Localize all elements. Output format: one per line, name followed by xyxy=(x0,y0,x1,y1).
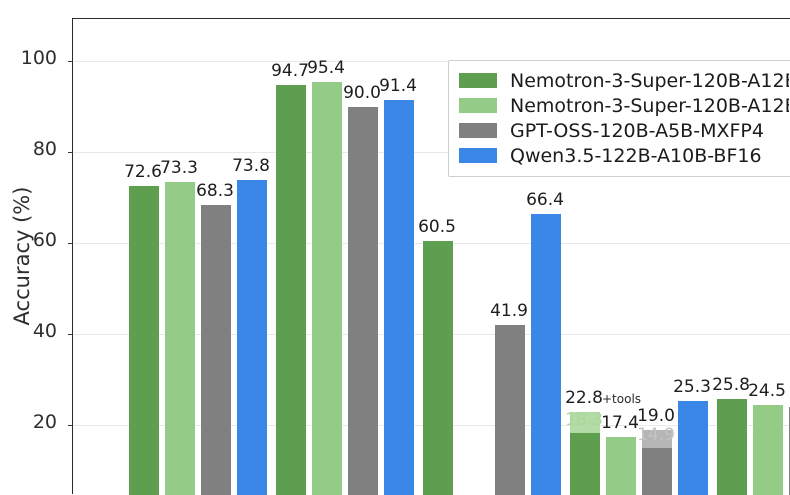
bar xyxy=(201,205,231,495)
bar-value-label: 41.9 xyxy=(480,301,538,321)
bar xyxy=(237,180,267,495)
bar-value-label: 73.3 xyxy=(150,158,208,178)
bar xyxy=(606,437,636,495)
bar xyxy=(423,241,453,495)
legend-item[interactable]: Nemotron-3-Super-120B-A12B-BF16 xyxy=(459,68,789,93)
bar-base-value-label: 14.9 xyxy=(627,425,685,445)
y-tick-mark xyxy=(68,334,73,335)
bar xyxy=(384,100,414,495)
bar xyxy=(165,182,195,495)
y-tick-mark xyxy=(68,61,73,62)
y-tick-label: 100 xyxy=(0,47,57,69)
legend-label: Nemotron-3-Super-120B-A12B-BF16 xyxy=(510,70,789,92)
y-tick-label: 20 xyxy=(0,411,57,433)
y-tick-mark xyxy=(68,243,73,244)
bar xyxy=(717,399,747,495)
bar xyxy=(276,85,306,495)
bar xyxy=(531,214,561,495)
bar xyxy=(753,405,783,495)
bar xyxy=(129,186,159,495)
bar xyxy=(348,107,378,495)
legend-label: Qwen3.5-122B-A10B-BF16 xyxy=(510,145,762,167)
y-axis-title: Accuracy (%) xyxy=(10,187,34,326)
legend-item[interactable]: Qwen3.5-122B-A10B-BF16 xyxy=(459,143,789,168)
y-tick-label: 80 xyxy=(0,138,57,160)
y-tick-mark xyxy=(68,152,73,153)
legend-swatch-icon xyxy=(459,98,497,113)
bar xyxy=(495,325,525,495)
legend-swatch-icon xyxy=(459,73,497,88)
y-tick-mark xyxy=(68,425,73,426)
legend-swatch-icon xyxy=(459,123,497,138)
legend-item[interactable]: GPT-OSS-120B-A5B-MXFP4 xyxy=(459,118,789,143)
bar-value-label: 24. xyxy=(774,383,790,403)
bar-value-label: 25.3 xyxy=(663,377,721,397)
bar-value-label: 68.3 xyxy=(186,181,244,201)
chart-legend: Nemotron-3-Super-120B-A12B-BF16 Nemotron… xyxy=(448,60,790,177)
bar-value-label: 19.0 xyxy=(627,406,685,426)
legend-swatch-icon xyxy=(459,148,497,163)
bar-value-label: 60.5 xyxy=(408,217,466,237)
bar-value-label: 66.4 xyxy=(516,190,574,210)
legend-label: Nemotron-3-Super-120B-A12B-NVFP4 xyxy=(510,95,789,117)
bar-value-label: 73.8 xyxy=(222,156,280,176)
tools-annotation: +tools xyxy=(602,392,662,406)
bar xyxy=(312,82,342,495)
bar-value-label: 95.4 xyxy=(297,58,355,78)
legend-label: GPT-OSS-120B-A5B-MXFP4 xyxy=(510,120,764,142)
legend-item[interactable]: Nemotron-3-Super-120B-A12B-NVFP4 xyxy=(459,93,789,118)
bar-value-label: 91.4 xyxy=(369,76,427,96)
